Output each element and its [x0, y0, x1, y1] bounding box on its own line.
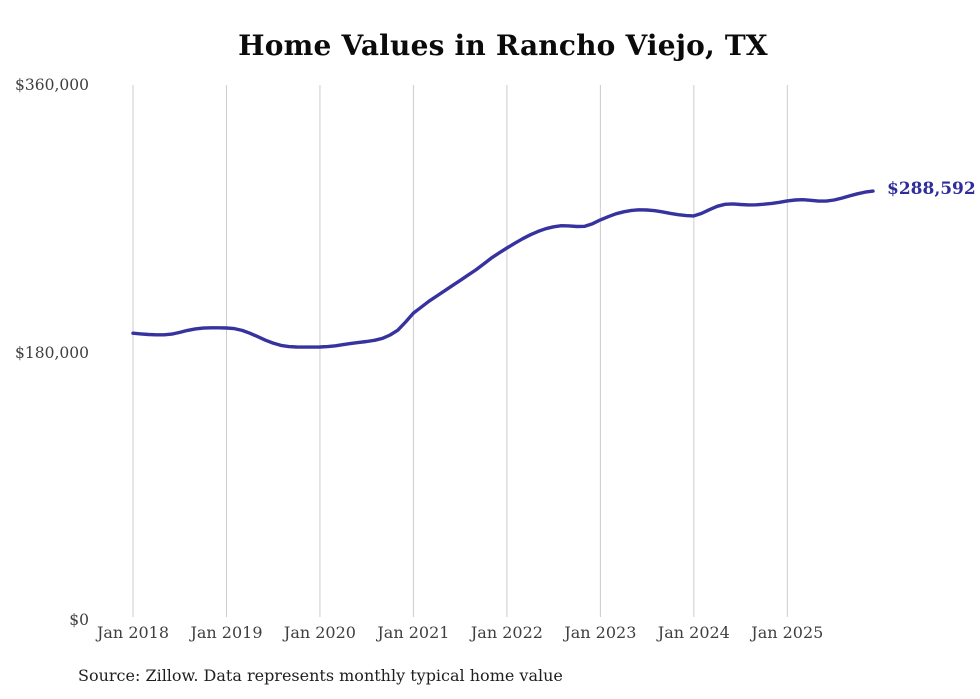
end-value-label: $288,592 — [887, 179, 976, 200]
x-tick-label: Jan 2019 — [190, 623, 263, 642]
y-tick-label: $360,000 — [15, 76, 89, 94]
home-value-line — [131, 189, 875, 349]
x-tick-label: Jan 2025 — [751, 623, 824, 642]
chart-title: Home Values in Rancho Viejo, TX — [238, 29, 768, 62]
source-note: Source: Zillow. Data represents monthly … — [78, 666, 563, 685]
x-tick-label: Jan 2021 — [377, 623, 450, 642]
y-tick-label: $180,000 — [15, 343, 89, 362]
x-tick-label: Jan 2023 — [564, 623, 637, 642]
x-tick-label: Jan 2020 — [283, 623, 356, 642]
x-tick-label: Jan 2022 — [470, 623, 543, 642]
x-tick-label: Jan 2018 — [96, 623, 170, 642]
x-tick-label: Jan 2024 — [657, 623, 730, 642]
gridlines-group — [132, 85, 788, 617]
y-tick-label: $0 — [69, 611, 89, 629]
